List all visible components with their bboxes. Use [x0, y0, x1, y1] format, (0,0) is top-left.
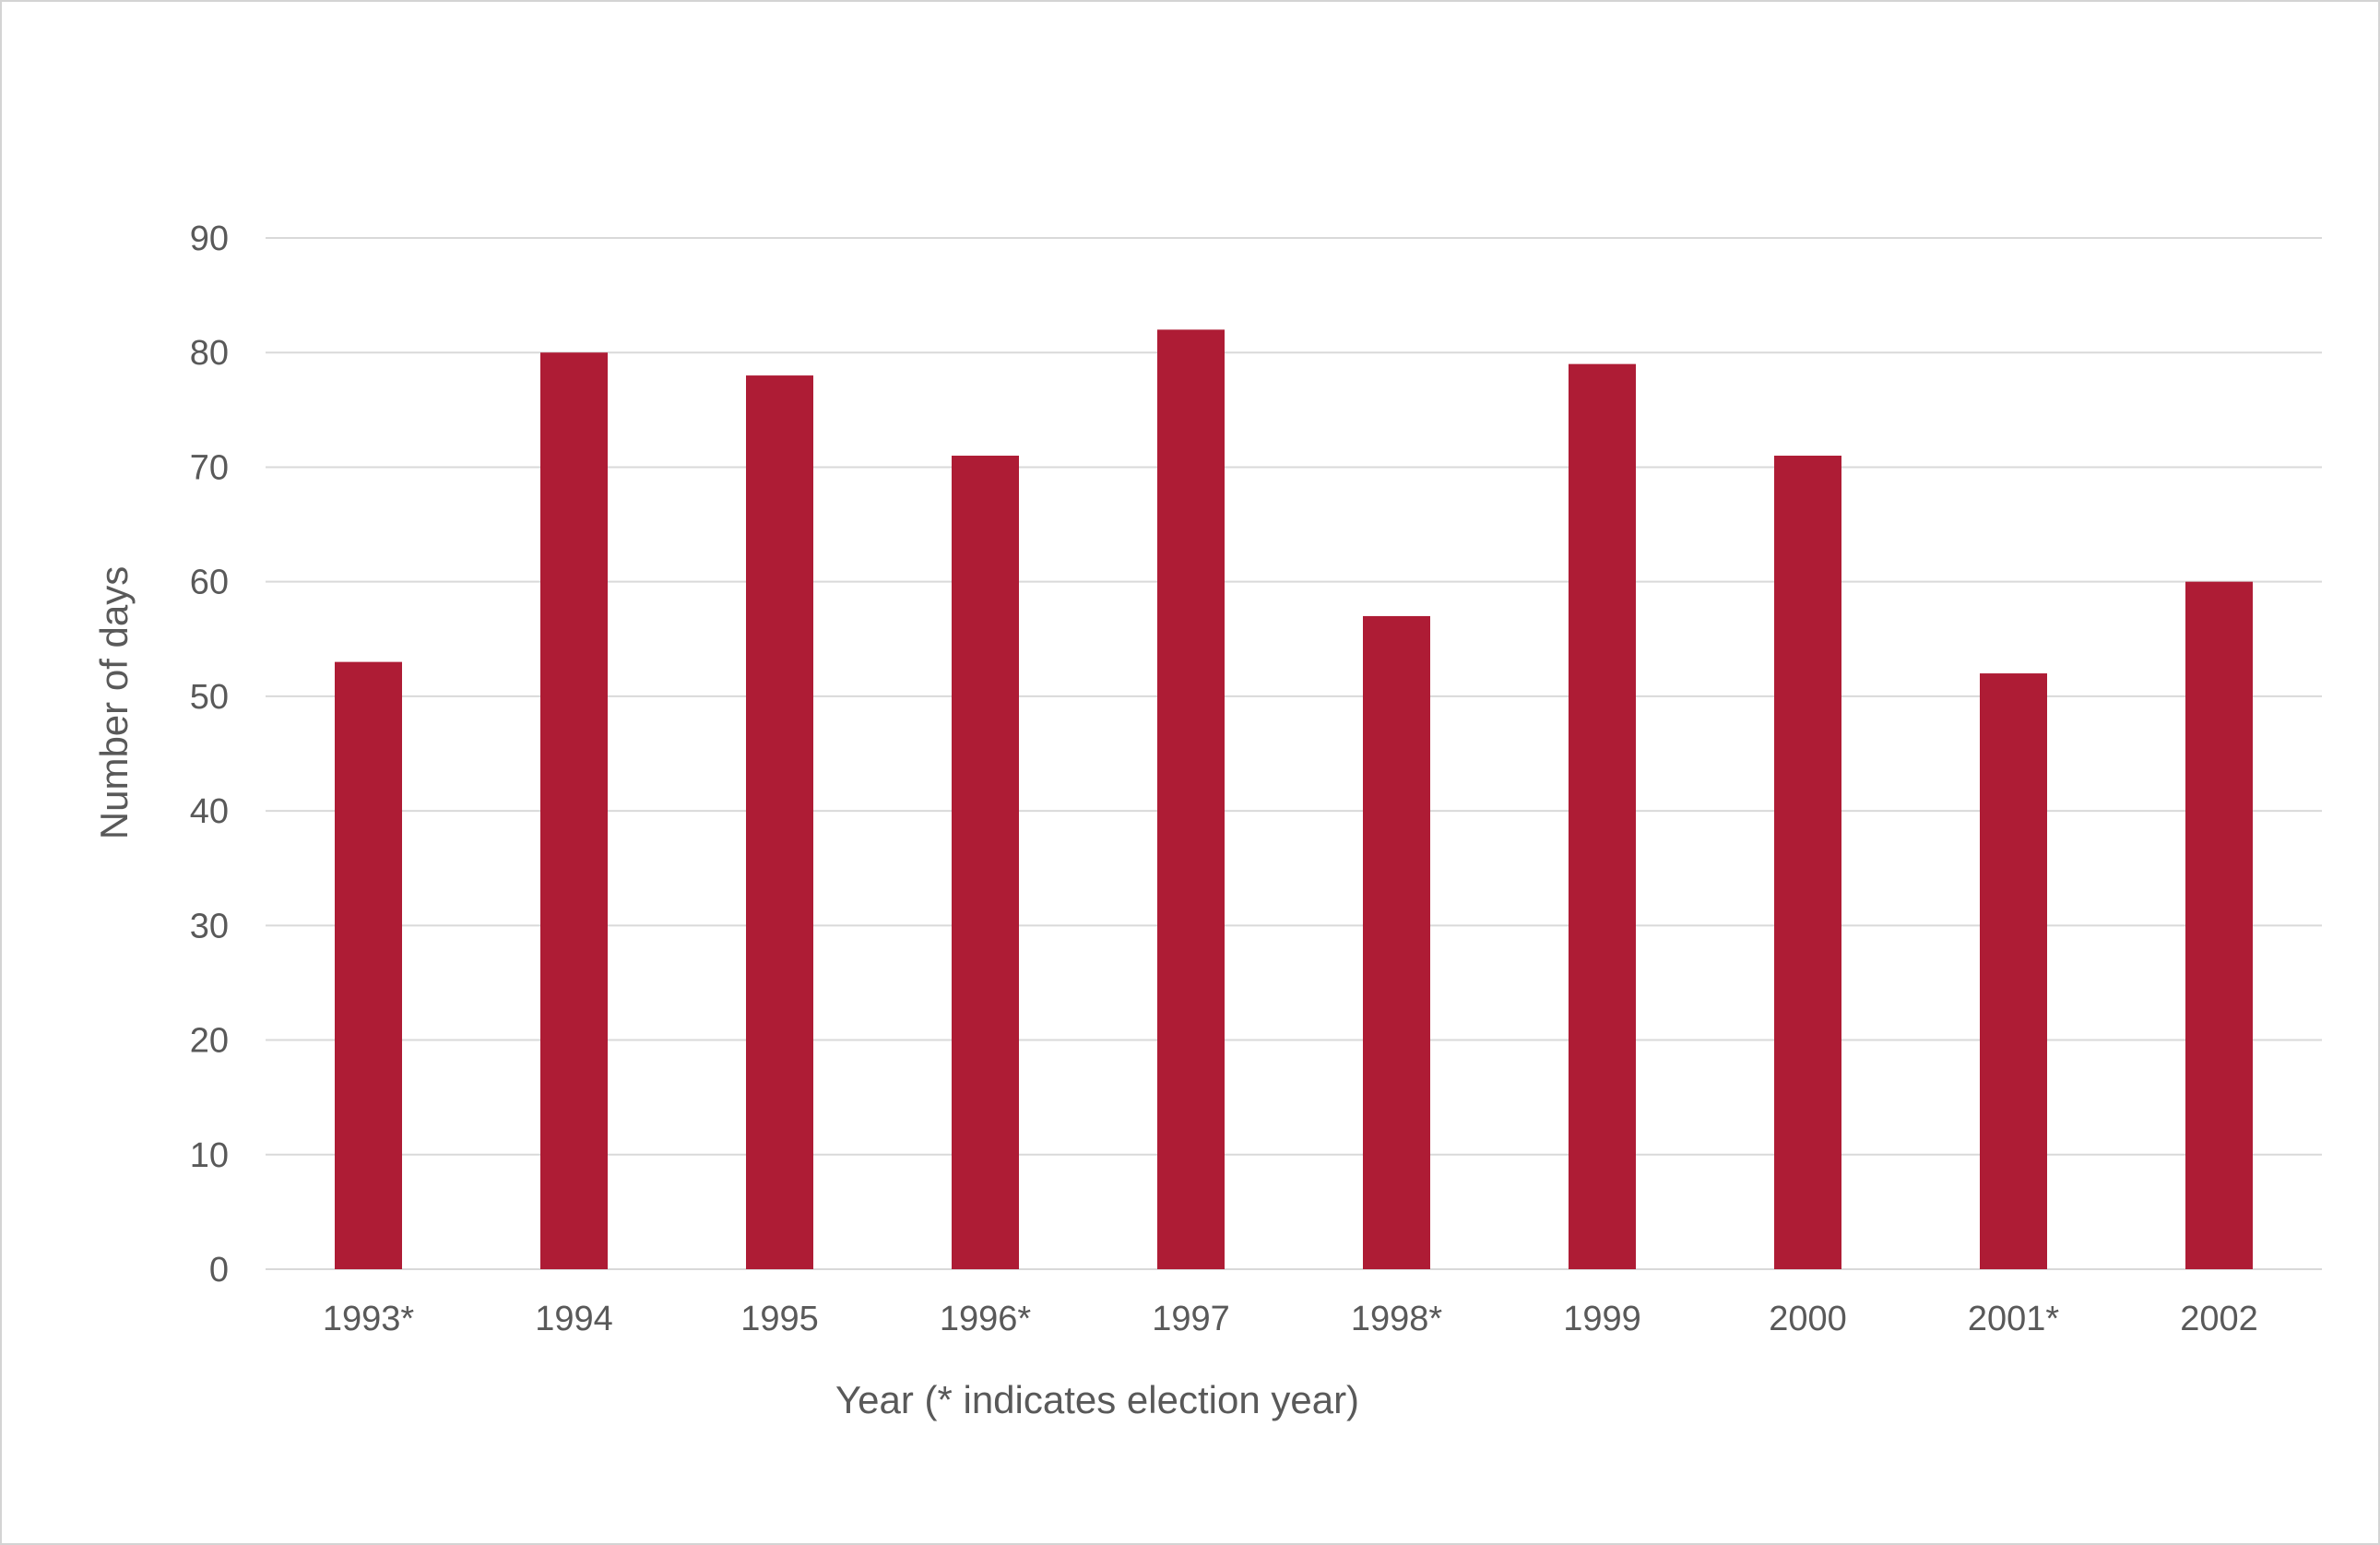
- y-tick-label: 30: [190, 907, 229, 945]
- x-tick-label: 2001*: [1968, 1300, 2060, 1338]
- bar-2002: [2185, 581, 2253, 1269]
- x-axis-title: Year (* indicates election year): [835, 1378, 1359, 1421]
- y-tick-label: 40: [190, 792, 229, 831]
- x-tick-label: 1996*: [940, 1300, 1032, 1338]
- x-tick-label: 1999: [1563, 1300, 1641, 1338]
- bar-2001-election: [1980, 673, 2047, 1269]
- x-tick-label: 2002: [2180, 1300, 2258, 1338]
- x-tick-label: 2000: [1769, 1300, 1847, 1338]
- y-axis-ticks: 0 10 20 30 40 50 60 70 80 90: [190, 220, 229, 1289]
- bar-1996-election: [952, 456, 1019, 1269]
- y-tick-label: 90: [190, 220, 229, 258]
- y-tick-label: 80: [190, 334, 229, 373]
- bar-1995: [746, 375, 813, 1270]
- y-tick-label: 60: [190, 564, 229, 602]
- x-tick-label: 1997: [1152, 1300, 1230, 1338]
- x-tick-label: 1998*: [1351, 1300, 1443, 1338]
- y-tick-label: 70: [190, 448, 229, 487]
- y-tick-label: 10: [190, 1136, 229, 1175]
- y-axis-title: Number of days: [92, 566, 136, 839]
- y-tick-label: 20: [190, 1022, 229, 1061]
- x-tick-label: 1993*: [323, 1300, 415, 1338]
- x-tick-label: 1994: [535, 1300, 613, 1338]
- bar-1999: [1569, 363, 1636, 1270]
- bar-2000: [1774, 456, 1841, 1269]
- bar-1997: [1157, 329, 1225, 1269]
- y-tick-label: 50: [190, 678, 229, 717]
- y-tick-label: 0: [209, 1251, 229, 1289]
- bar-1998-election: [1363, 615, 1430, 1269]
- x-axis-ticks: 1993* 1994 1995 1996* 1997 1998* 1999 2000 2001*…: [323, 1300, 2258, 1338]
- x-tick-label: 1995: [740, 1300, 819, 1338]
- bars: [335, 329, 2253, 1270]
- gridlines: [266, 237, 2322, 1270]
- bar-1993-election: [335, 661, 402, 1269]
- bar-1994: [540, 352, 608, 1269]
